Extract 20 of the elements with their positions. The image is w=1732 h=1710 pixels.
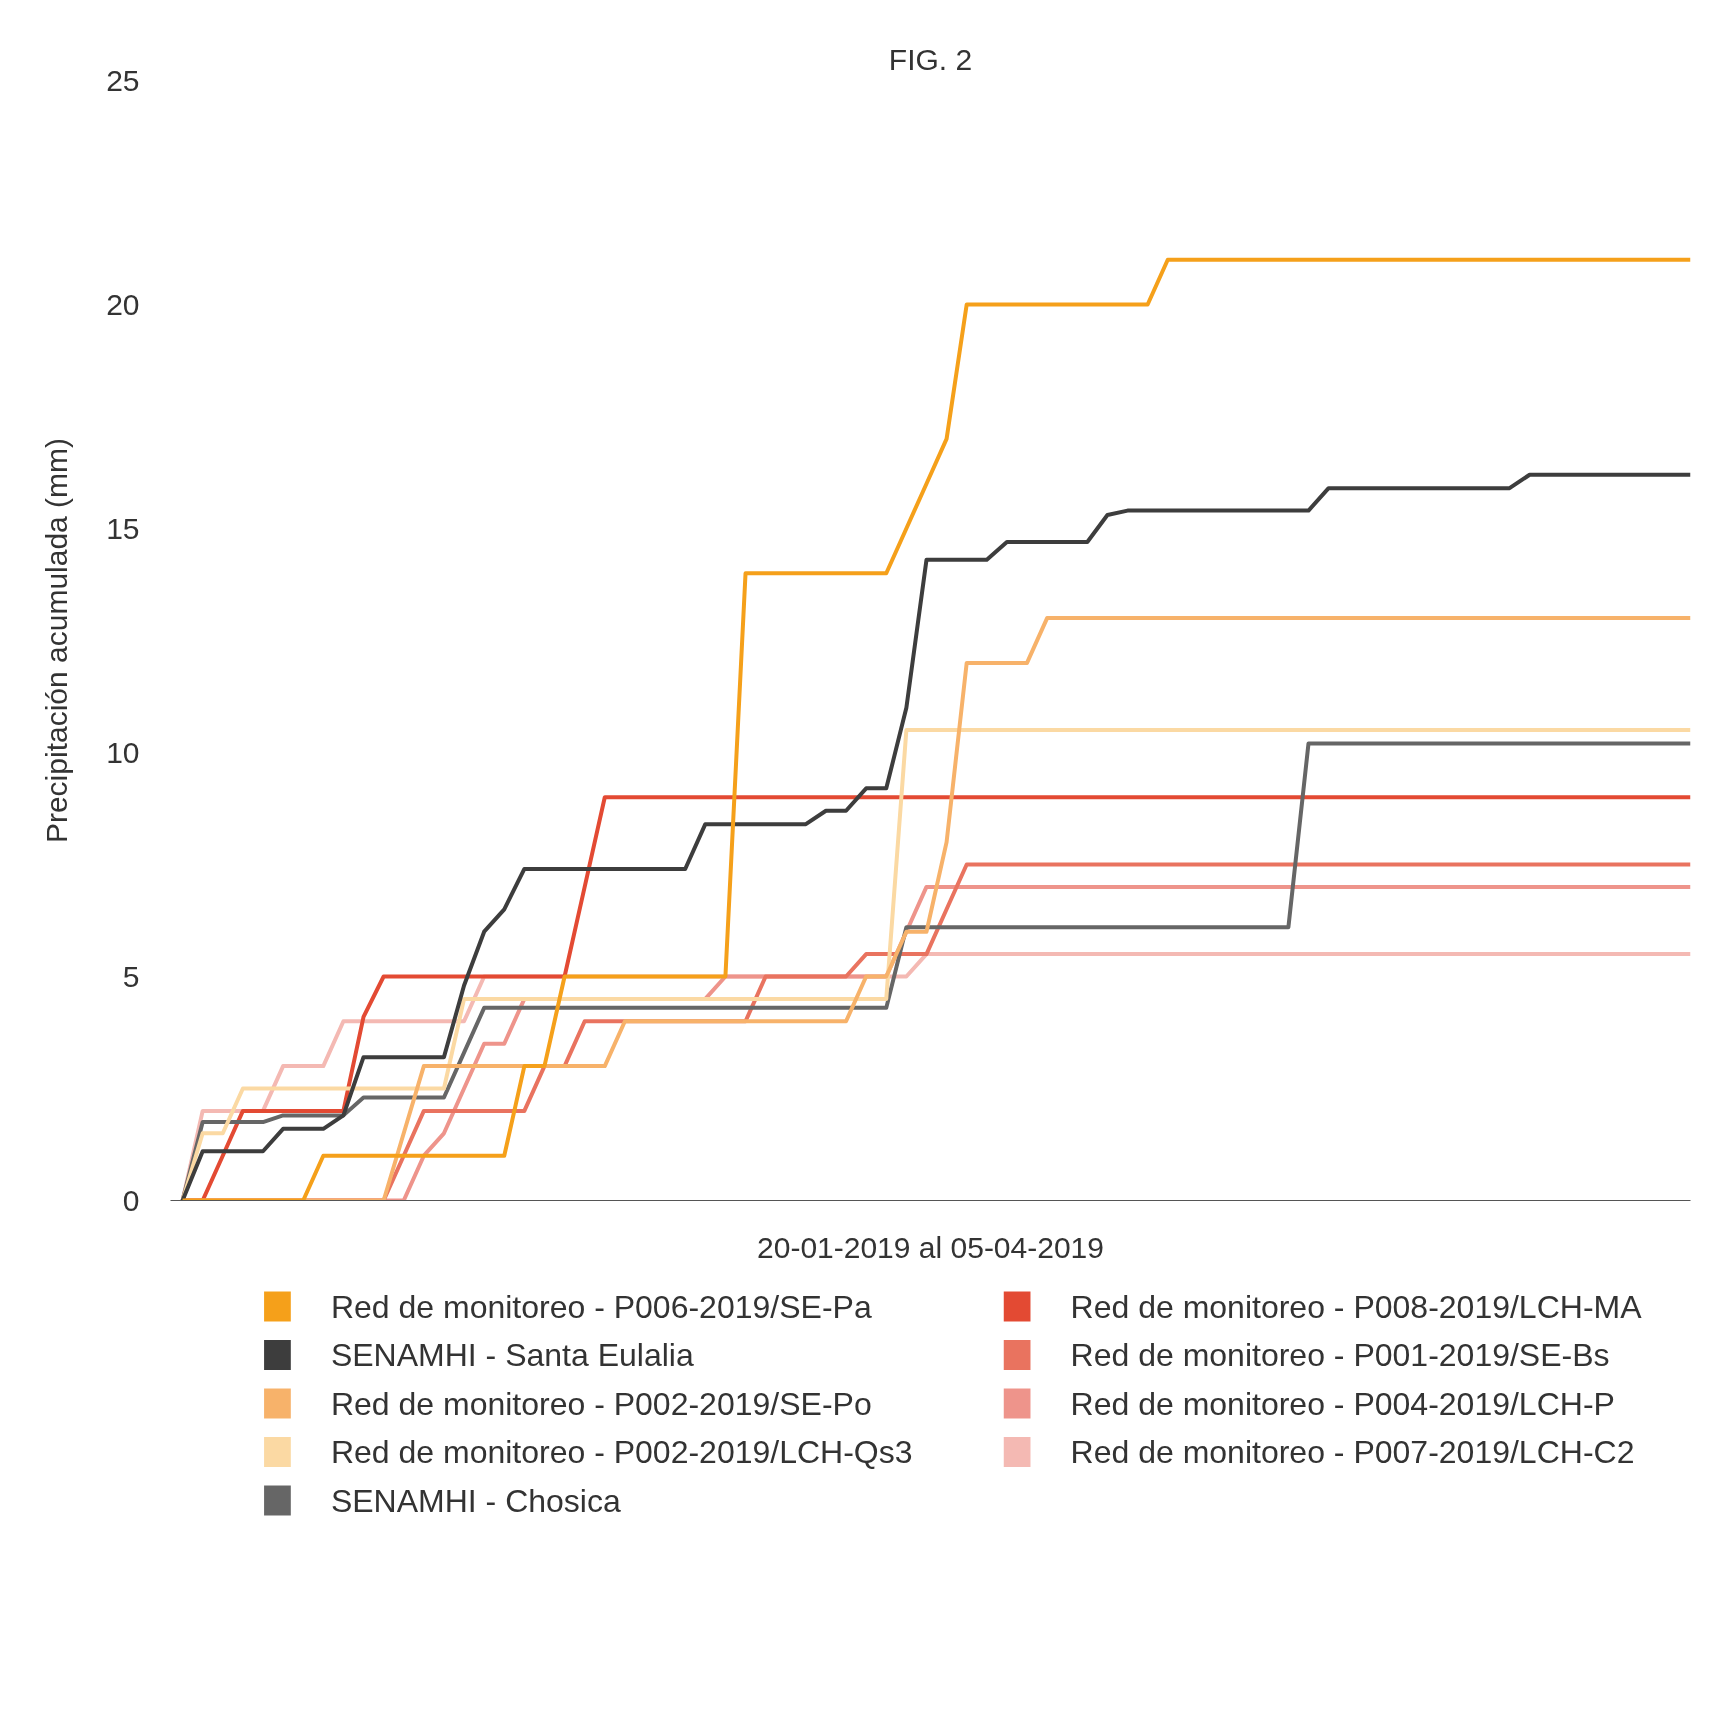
y-axis-title: Precipitación acumulada (mm) bbox=[40, 437, 74, 844]
y-tick-label: 20 bbox=[106, 287, 140, 321]
x-axis-title: 20-01-2019 al 05-04-2019 bbox=[757, 1230, 1104, 1264]
y-tick-label: 10 bbox=[106, 735, 140, 769]
legend-label: Red de monitoreo - P004-2019/LCH-P bbox=[1070, 1385, 1615, 1422]
line-series bbox=[180, 257, 1691, 1201]
legend-label: Red de monitoreo - P007-2019/LCH-C2 bbox=[1070, 1434, 1635, 1470]
legend-label: Red de monitoreo - P002-2019/LCH-Qs3 bbox=[330, 1434, 913, 1470]
y-tick-label: 0 bbox=[122, 1183, 140, 1217]
legend-label: Red de monitoreo - P001-2019/SE-Bs bbox=[1070, 1337, 1610, 1373]
legend-label: SENAMHI - Chosica bbox=[330, 1482, 621, 1519]
y-tick-label: 15 bbox=[106, 511, 140, 545]
legend-label: Red de monitoreo - P008-2019/LCH-MA bbox=[1070, 1288, 1643, 1325]
legend-label: Red de monitoreo - P002-2019/SE-Po bbox=[330, 1385, 872, 1422]
y-tick-label: 25 bbox=[106, 63, 140, 97]
legend-label: Red de monitoreo - P006-2019/SE-Pa bbox=[330, 1288, 872, 1325]
chart-title: FIG. 2 bbox=[888, 42, 973, 76]
y-tick-label: 5 bbox=[122, 959, 140, 993]
legend-label: SENAMHI - Santa Eulalia bbox=[330, 1337, 694, 1373]
line-series bbox=[180, 472, 1691, 1201]
